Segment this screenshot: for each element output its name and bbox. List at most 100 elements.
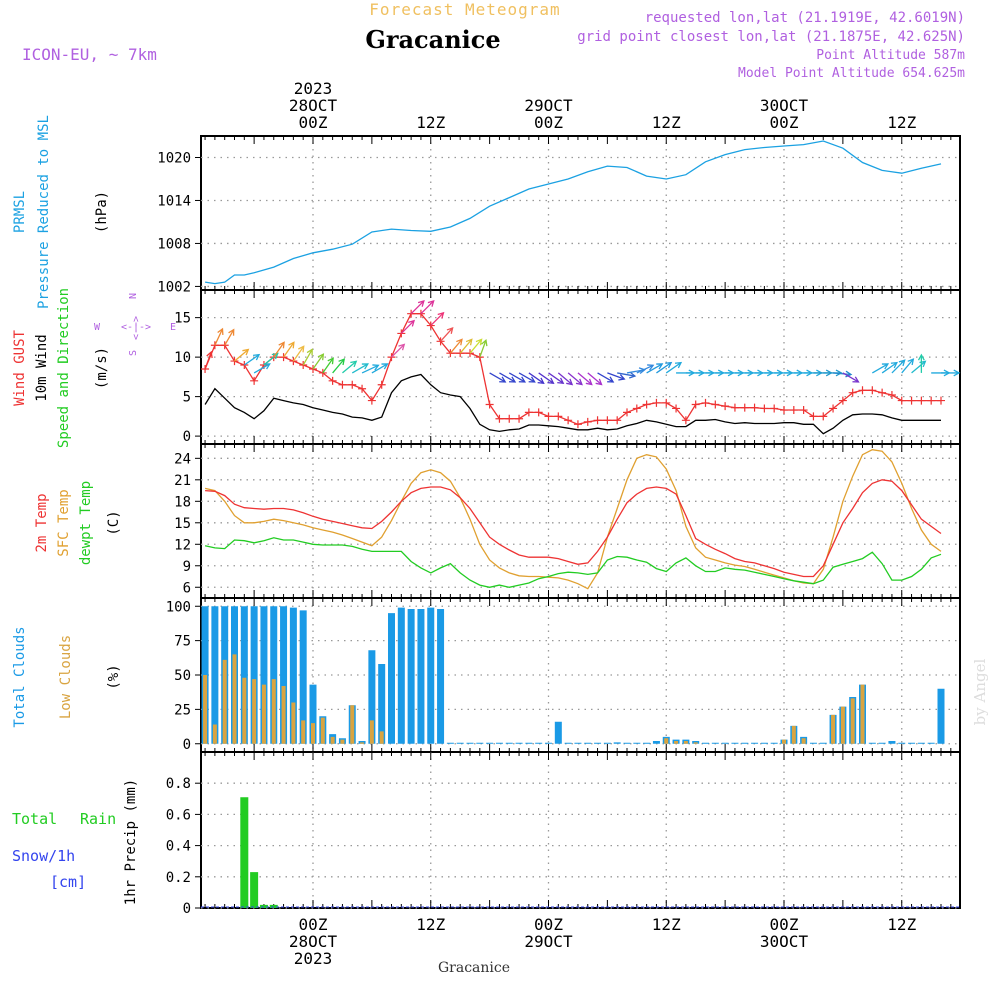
total-cloud-bar [594,742,602,744]
y-tick-label: 9 [183,559,191,575]
total-cloud-bar [378,664,386,744]
top-time-label: 00Z [299,113,328,132]
total-cloud-bar [868,742,876,744]
total-cloud-bar [927,742,935,744]
y-tick-label: 1002 [157,279,191,295]
gust-marker [328,376,337,385]
compass-we-arrow: <-|-> [121,322,151,333]
wind-arrow-head [481,338,488,347]
low-cloud-bar [360,742,365,744]
plot-series [201,140,961,908]
gust-marker [907,396,916,405]
wind-arrow-shaft [410,300,425,315]
wind-arrow [322,357,334,374]
low-cloud-bar [330,736,335,744]
wind-arrow-head [206,350,213,359]
wind-arrow-head [499,376,507,383]
compass-rose: W <-|-> E N <--> S [94,293,176,356]
gust-marker [858,386,867,395]
snow-unit-label: [cm] [50,873,86,891]
low-cloud-bar [831,714,836,744]
wind-arrow [597,372,615,383]
low-clouds-label: Low Clouds [58,635,74,719]
low-cloud-bar [350,705,355,744]
total-cloud-bar [270,606,278,744]
wind-arrow [224,328,235,346]
compass-east: E [170,322,176,333]
gust-marker [760,404,769,413]
wind-arrow-head [509,376,517,383]
total-cloud-bar [731,742,739,744]
wind-arrow [449,338,463,354]
cloud-unit-label: (%) [106,664,122,689]
wind-arrow-head [537,377,545,385]
low-cloud-bar [683,741,688,744]
wind-arrow-shaft [351,363,369,374]
wind-arrow-shaft [332,358,345,374]
wind-arrow [617,371,637,379]
gust-marker [485,400,494,409]
wind-arrow-shaft [557,372,573,385]
wind-arrow-head [338,358,346,366]
wind-arrow [204,350,213,370]
model-altitude: Model Point Altitude 654.625m [738,66,965,81]
total-cloud-bar [702,742,709,744]
total-cloud-bar [407,609,415,744]
wind-arrow-head [456,338,463,346]
wind-arrow-shaft [665,362,682,374]
wind-arrow-head [607,376,615,383]
wind-arrow [499,372,517,383]
y-tick-label: 24 [174,451,191,467]
wind-arrow-head [575,378,583,386]
y-tick-label: 1014 [157,193,191,209]
total-cloud-bar [535,742,543,744]
precip-panel-labels: Total Rain Snow/1h [cm] 1hr Precip (mm) [12,779,139,905]
gust-marker [868,386,877,395]
gust-marker [652,398,661,407]
wind-arrow-head [547,377,555,385]
total-cloud-bar [917,742,925,744]
gust-marker [681,416,690,425]
wind-arrow-head [381,363,389,370]
wind-arrow-head [446,326,454,334]
gust-marker [819,412,828,421]
gust-marker [250,376,259,385]
wind-arrow [273,341,285,358]
gust-marker [348,380,357,389]
wind-arrow-head [518,376,527,383]
gust-marker [789,406,798,415]
low-cloud-bar [840,706,845,744]
wind-arrow-head [557,377,565,385]
top-time-label: 12Z [416,113,445,132]
gust-marker [495,414,504,423]
temp-sfc-label: SFC Temp [56,489,72,556]
gust-marker [917,396,926,405]
wind-arrow-head [288,341,295,349]
wind-panel-labels: Wind GUST 10m Wind Speed and Direction (… [12,288,176,448]
total-cloud-bar [505,742,513,744]
total-cloud-bar [584,742,592,744]
bottom-time-label: 00Z [299,915,328,934]
gust-marker [927,396,936,405]
y-tick-label: 50 [174,668,191,684]
wind-10m-line [204,373,941,435]
wind-arrow [351,363,370,374]
gust-marker [544,412,553,421]
wind-arrow [646,363,664,374]
wind-arrow-head [350,360,358,368]
wind-arrow-head [437,311,445,319]
wind-arrow [391,343,406,358]
wind-arrow-shaft [881,362,898,374]
total-cloud-bar [574,742,582,744]
gust-marker [613,416,622,425]
gust-marker [564,416,573,425]
low-cloud-bar [320,717,325,744]
wind-arrow-head [228,328,235,336]
gust-marker [289,357,298,366]
y-tick-label: 12 [174,537,191,553]
wind-arrow [548,372,565,385]
temp-unit-label: (C) [106,510,122,535]
wind-arrow-shaft [528,372,544,384]
total-cloud-bar [623,742,631,744]
low-cloud-bar [222,659,227,744]
